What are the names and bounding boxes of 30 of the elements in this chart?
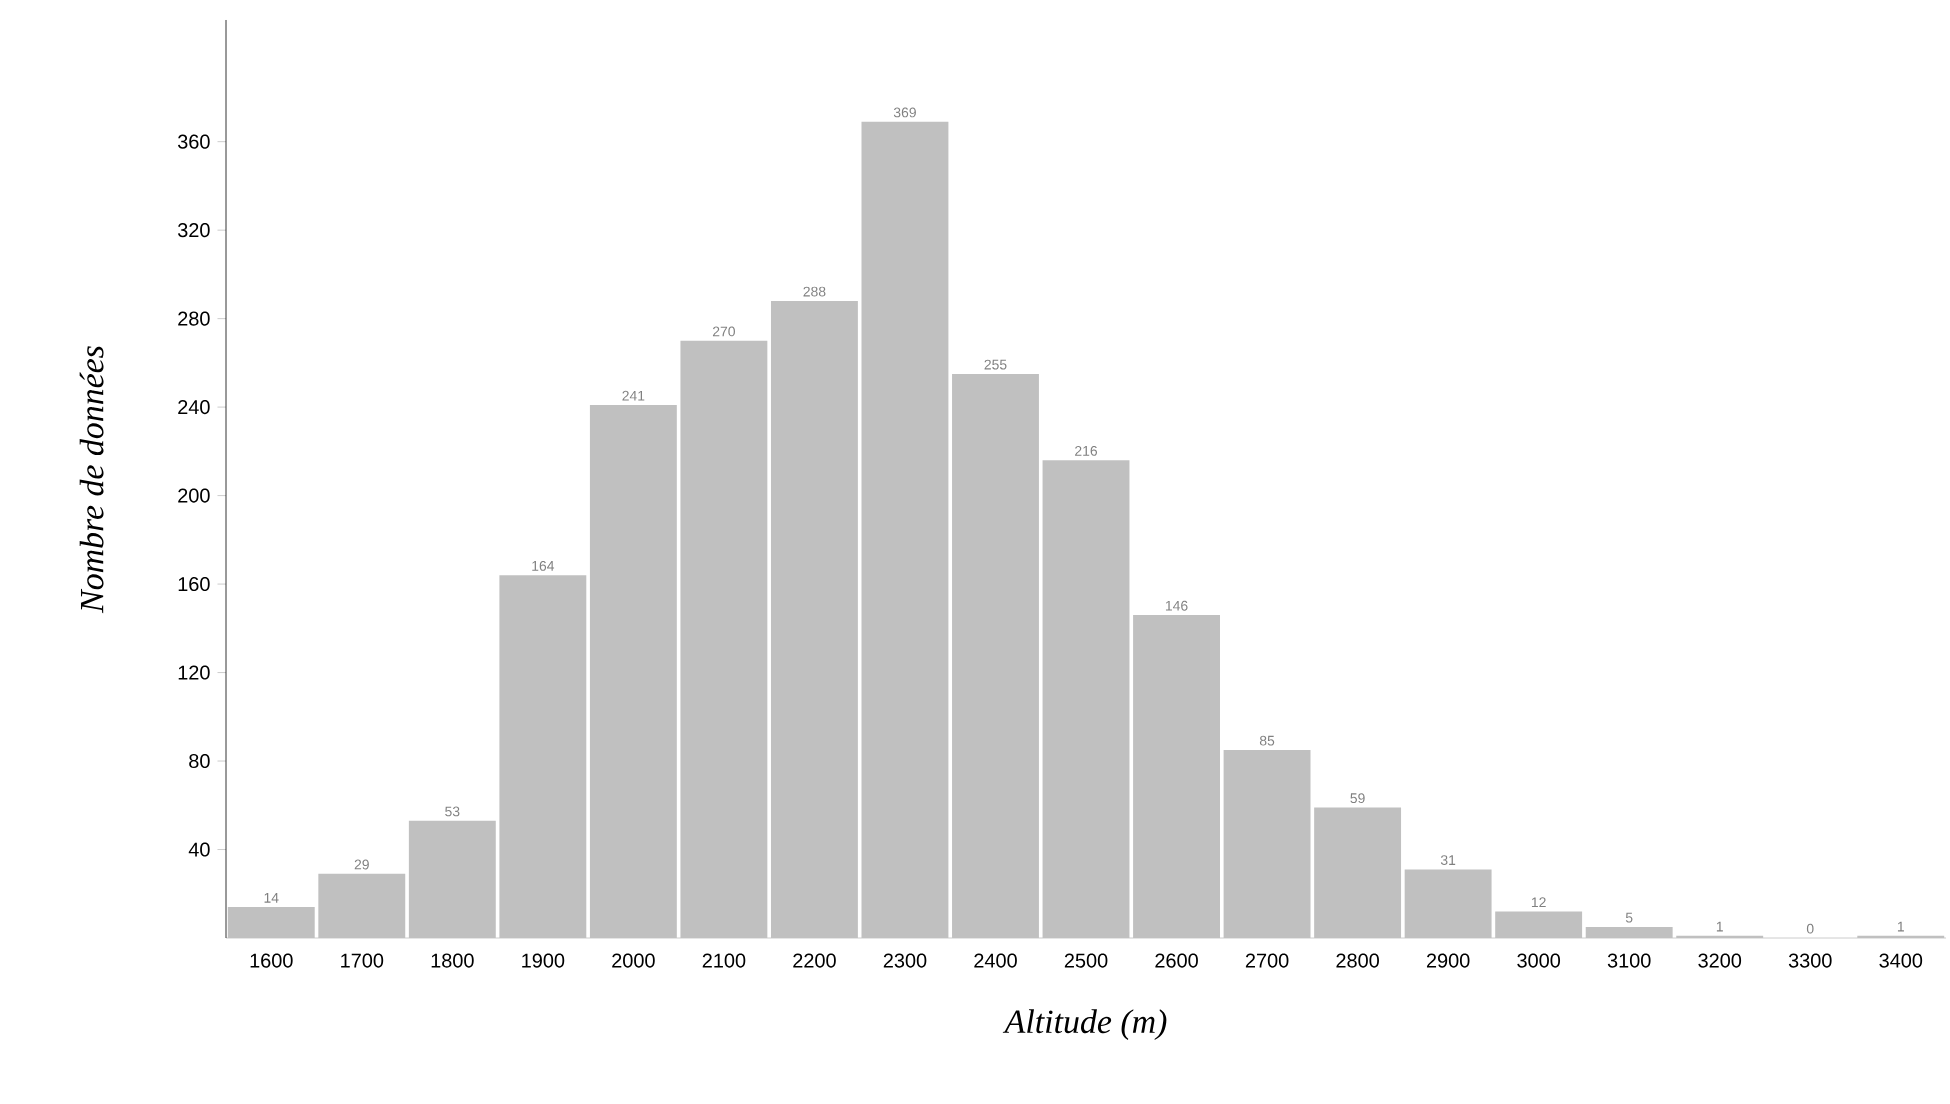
x-tick-label: 1600 — [250, 953, 293, 968]
x-tick-label: 2100 — [702, 953, 746, 968]
x-tick-label: 2200 — [793, 953, 836, 968]
x-tick-label: 2300 — [883, 953, 927, 968]
x-tick-label: 2000 — [612, 953, 655, 968]
x-tick-label: 2800 — [1336, 953, 1379, 968]
x-tick-label: 3000 — [1517, 953, 1561, 968]
y-tick-label: 280 — [178, 311, 210, 326]
y-tick-label: 120 — [178, 665, 210, 680]
x-tick-label: 3400 — [1879, 953, 1923, 968]
x-tick-label: 3300 — [1788, 953, 1832, 968]
x-tick-label: 1800 — [431, 953, 474, 968]
x-tick-label: 2700 — [1245, 953, 1289, 968]
x-tick-label: 3200 — [1698, 953, 1742, 968]
y-tick-label: 80 — [189, 753, 210, 769]
y-tick-label: 320 — [177, 223, 210, 238]
x-tick-label: 2900 — [1426, 953, 1470, 968]
x-tick-label: 2500 — [1064, 953, 1108, 968]
x-axis-title: Altitude (m) — [1002, 1009, 1167, 1041]
x-tick-label: 2600 — [1155, 953, 1198, 968]
x-tick-label: 1900 — [522, 953, 565, 968]
y-tick-label: 360 — [177, 134, 210, 149]
y-tick-label: 200 — [178, 488, 210, 503]
y-tick-label: 40 — [188, 842, 210, 857]
y-axis-title: Nombre de données — [79, 346, 104, 614]
x-tick-label: 3100 — [1607, 953, 1651, 968]
x-tick-label: 2400 — [974, 953, 1017, 968]
y-tick-label: 240 — [178, 400, 210, 415]
y-tick-label: 160 — [178, 577, 210, 592]
x-tick-label: 1700 — [341, 953, 384, 968]
